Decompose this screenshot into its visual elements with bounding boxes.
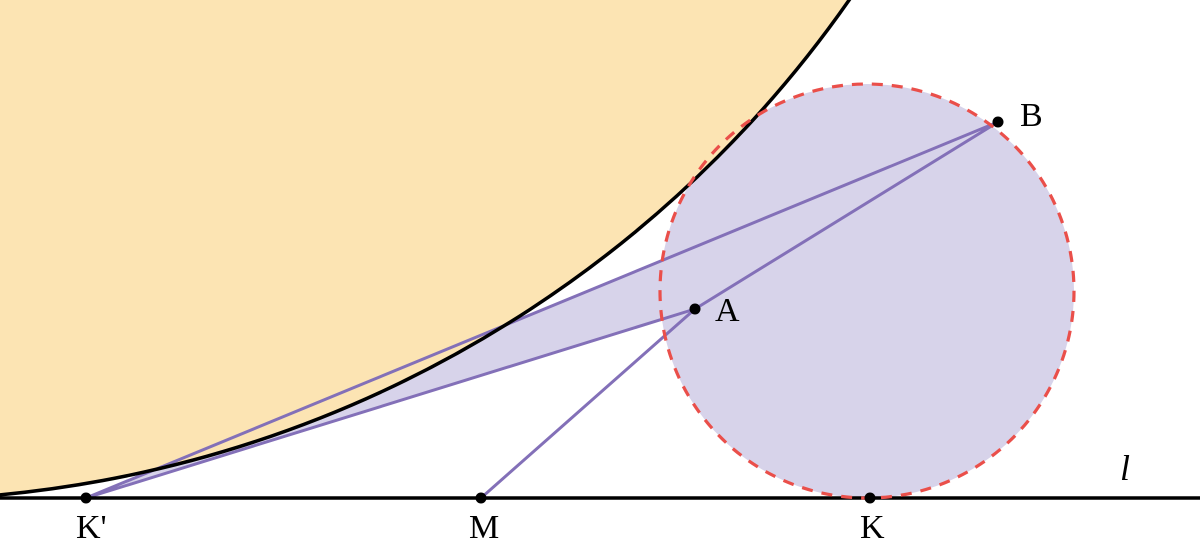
point-A: [690, 304, 701, 315]
label-M: M: [469, 509, 499, 546]
point-M: [476, 493, 487, 504]
point-K: [865, 493, 876, 504]
point-B: [993, 117, 1004, 128]
label-B: B: [1020, 97, 1043, 134]
label-K: K: [860, 509, 885, 546]
label-Kprime: K': [76, 509, 107, 546]
label-line-l: l: [1120, 448, 1130, 488]
point-Kprime: [81, 493, 92, 504]
label-A: A: [715, 292, 740, 329]
